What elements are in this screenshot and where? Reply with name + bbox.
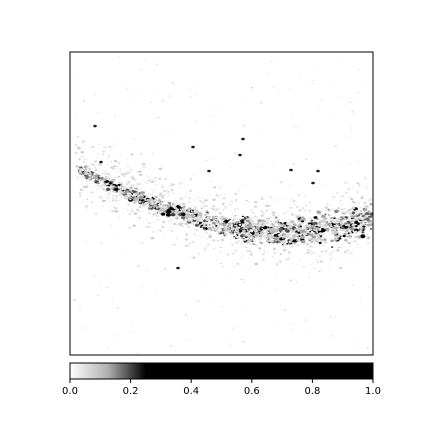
- colorbar-tick-label: 0.0: [62, 386, 78, 397]
- image-background: [70, 52, 373, 355]
- colorbar: 0.0 0.2 0.4 0.6 0.8 1.0: [62, 362, 381, 397]
- colorbar-ticks: 0.0 0.2 0.4 0.6 0.8 1.0: [62, 379, 381, 397]
- colorbar-tick-label: 0.8: [304, 386, 320, 397]
- colorbar-frame: [69, 362, 374, 380]
- colorbar-tick-label: 0.4: [183, 386, 199, 397]
- image-frame: [69, 51, 374, 356]
- colorbar-tick-label: 0.2: [123, 386, 139, 397]
- image-panel: [69, 51, 374, 356]
- attribution-map: [73, 56, 373, 354]
- colorbar-gradient: [70, 363, 373, 379]
- colorbar-tick-label: 0.6: [244, 386, 260, 397]
- colorbar-tick-label: 1.0: [365, 386, 381, 397]
